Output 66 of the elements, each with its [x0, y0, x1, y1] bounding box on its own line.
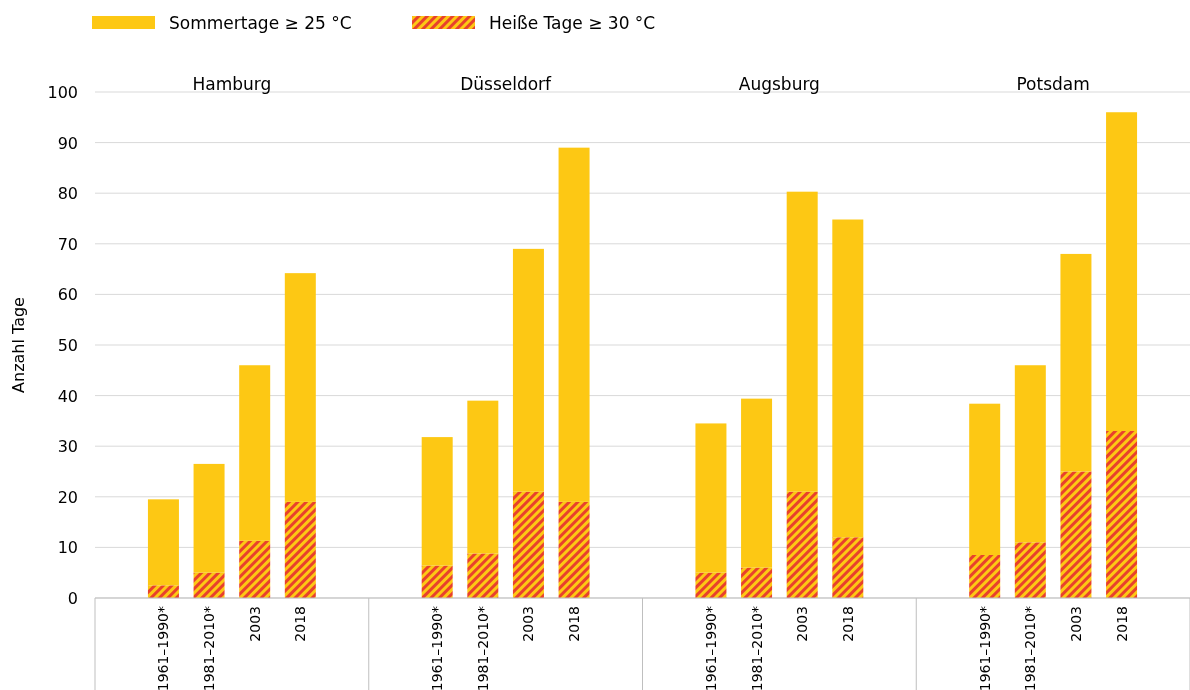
y-tick-label: 30 [57, 437, 78, 457]
x-tick-label: 2003 [246, 606, 263, 642]
bar [741, 567, 773, 598]
x-tick-label: 1961–1990* [155, 606, 172, 690]
bar [284, 501, 316, 598]
bar [695, 572, 727, 598]
y-tick-label: 60 [57, 285, 78, 305]
bar [147, 585, 179, 598]
bar [421, 437, 453, 566]
bar [558, 501, 590, 598]
bar [512, 491, 544, 598]
bar [832, 537, 864, 598]
x-tick-label: 1961–1990* [429, 606, 446, 690]
y-axis-title: Anzahl Tage [9, 297, 28, 393]
bar [147, 499, 179, 586]
x-tick-label: 1981–2010* [474, 606, 491, 690]
bar [741, 398, 773, 568]
x-tick-label: 1981–2010* [748, 606, 765, 690]
x-tick-label: 1981–2010* [201, 606, 218, 690]
y-tick-label: 100 [47, 83, 78, 102]
bar [969, 403, 1001, 555]
x-tick-label: 2018 [1113, 606, 1130, 642]
bar [832, 219, 864, 538]
x-tick-label: 1961–1990* [976, 606, 993, 690]
bar [1106, 431, 1138, 598]
y-tick-label: 80 [57, 184, 78, 204]
x-tick-label: 2018 [292, 606, 309, 642]
bar [467, 553, 499, 598]
bar [786, 491, 818, 598]
legend-label: Heiße Tage ≥ 30 °C [489, 13, 656, 33]
annotation: Potsdam [1016, 74, 1090, 94]
y-tick-label: 20 [57, 487, 78, 507]
x-tick-label: 1961–1990* [702, 606, 719, 690]
bar [284, 273, 316, 502]
x-tick-label: 2018 [839, 606, 856, 642]
y-tick-label: 70 [57, 234, 78, 254]
y-tick-label: 90 [57, 133, 78, 153]
bar [1014, 542, 1046, 598]
bar [193, 463, 225, 573]
bar [695, 423, 727, 573]
annotation: Augsburg [738, 74, 820, 94]
bar [421, 565, 453, 598]
x-tick-label: 2003 [794, 606, 811, 642]
bar [1106, 112, 1138, 432]
y-tick-label: 0 [67, 589, 78, 608]
bar [467, 400, 499, 554]
x-tick-label: 2018 [566, 606, 583, 642]
bar [1060, 253, 1092, 472]
y-tick-label: 10 [57, 538, 78, 558]
bar [786, 191, 818, 492]
bar [512, 248, 544, 492]
bar [239, 540, 271, 598]
bar [558, 147, 590, 502]
x-tick-label: 2003 [1067, 606, 1084, 642]
legend-label: Sommertage ≥ 25 °C [169, 13, 352, 33]
x-tick-label: 1981–2010* [1022, 606, 1039, 690]
bar [1014, 365, 1046, 543]
bar [969, 554, 1001, 598]
bar [239, 365, 271, 541]
x-tick-label: 2003 [520, 606, 537, 642]
annotation: Düsseldorf [460, 74, 553, 94]
y-tick-label: 50 [57, 336, 78, 355]
bar [193, 572, 225, 598]
y-tick-label: 40 [57, 386, 78, 406]
annotation: Hamburg [192, 74, 272, 94]
bar [1060, 471, 1092, 598]
